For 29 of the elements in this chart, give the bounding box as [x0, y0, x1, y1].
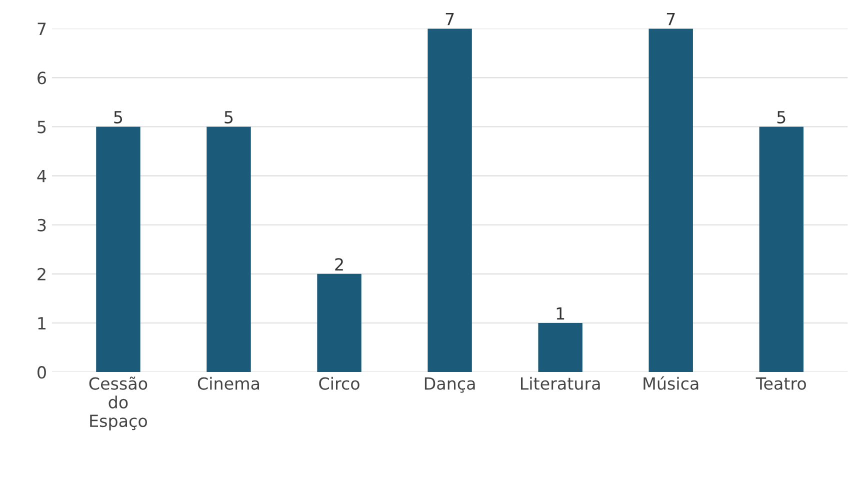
data-label: 1	[556, 307, 564, 320]
bar	[96, 126, 140, 372]
data-label: 5	[114, 111, 122, 124]
y-tick-label: 4	[37, 170, 46, 182]
x-tick-label: Cessão do Espaço	[89, 376, 148, 430]
data-label: 5	[777, 111, 786, 124]
y-tick-label: 7	[38, 22, 46, 35]
y-tick-label: 5	[38, 120, 46, 134]
x-tick-label: Dança	[424, 377, 475, 393]
bar	[538, 322, 582, 372]
bar	[206, 126, 251, 372]
y-tick-label: 3	[38, 218, 46, 232]
x-tick-label: Cinema	[198, 376, 259, 390]
x-tick-label: Música	[644, 376, 698, 390]
bar	[428, 28, 472, 372]
x-tick-label: Literatura	[520, 376, 600, 390]
data-label: 2	[335, 258, 343, 270]
y-tick-label: 1	[38, 317, 46, 330]
data-label: 7	[666, 13, 675, 26]
x-tick-label: Circo	[319, 376, 360, 390]
y-tick-label: 2	[38, 268, 46, 280]
bar	[759, 126, 804, 372]
bar	[648, 28, 693, 372]
data-label: 7	[446, 13, 454, 26]
y-tick-label: 0	[38, 366, 46, 379]
bar	[317, 274, 362, 372]
x-tick-label: Teatro	[756, 377, 806, 390]
y-tick-label: 6	[38, 72, 46, 84]
data-label: 5	[224, 111, 233, 124]
